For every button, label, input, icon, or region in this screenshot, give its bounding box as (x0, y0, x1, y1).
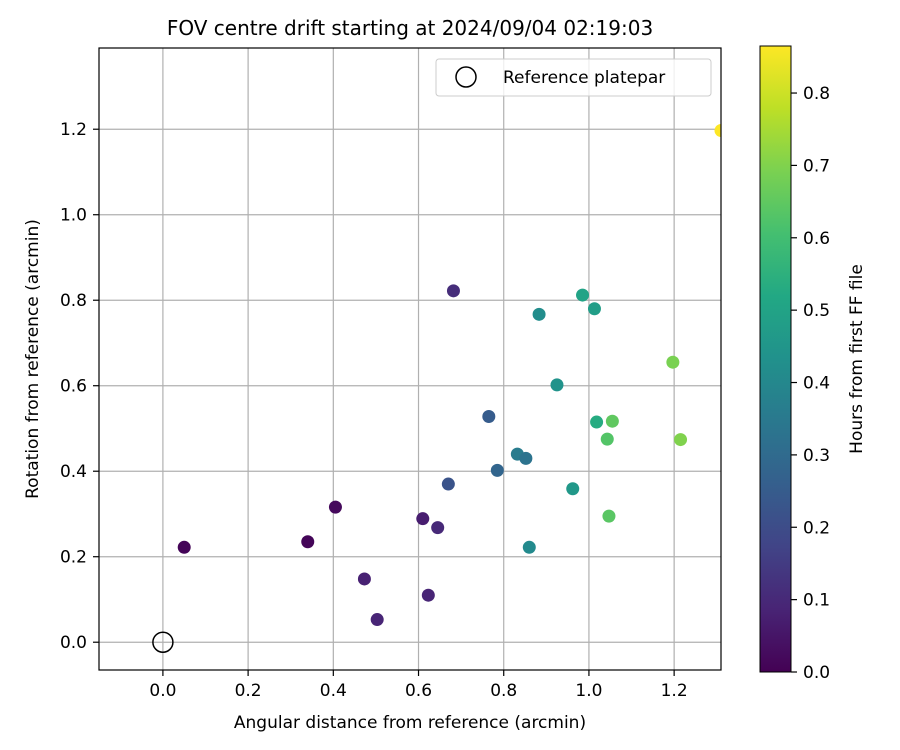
data-point (576, 288, 590, 302)
colorbar-tick-label: 0.0 (803, 663, 830, 683)
legend-box (435, 58, 712, 97)
colorbar-gradient (759, 45, 792, 673)
colorbar-tick-label: 0.4 (803, 374, 830, 394)
chart-title: FOV centre drift starting at 2024/09/04 … (167, 16, 653, 40)
legend-label: Reference platepar (503, 68, 665, 88)
colorbar-tick-label: 0.6 (803, 229, 830, 249)
y-tick-label: 0.8 (60, 291, 87, 311)
data-point (600, 432, 614, 446)
data-point (566, 482, 580, 496)
y-tick-label: 0.6 (60, 377, 87, 397)
x-tick-label: 1.0 (575, 681, 602, 701)
plot-frame (98, 47, 722, 671)
x-tick-label: 0.4 (320, 681, 347, 701)
data-point (482, 409, 496, 423)
reference-point (152, 631, 174, 653)
y-tick-label: 1.2 (60, 120, 87, 140)
data-point (605, 414, 619, 428)
colorbar: 0.0 0.1 0.2 0.3 0.4 0.5 0.6 0.7 0.8 Hours from f… (759, 45, 867, 683)
y-tick-label: 0.2 (60, 548, 87, 568)
data-point (666, 355, 680, 369)
x-tick-label: 0.8 (490, 681, 517, 701)
data-point (177, 540, 191, 554)
colorbar-tick-label: 0.1 (803, 591, 830, 611)
data-point (519, 451, 533, 465)
legend-marker (455, 66, 477, 88)
data-point (431, 521, 445, 535)
colorbar-tick-label: 0.7 (803, 156, 830, 176)
legend: Reference platepar (435, 58, 712, 97)
data-points (177, 124, 721, 627)
x-tick-label: 1.2 (661, 681, 688, 701)
data-point (522, 540, 536, 554)
y-tick-label: 1.0 (60, 206, 87, 226)
data-point (532, 307, 546, 321)
data-point (602, 509, 616, 523)
colorbar-tick-label: 0.8 (803, 84, 830, 104)
data-point (416, 512, 430, 526)
data-point (446, 284, 460, 298)
data-point (301, 535, 315, 549)
colorbar-ticks: 0.0 0.1 0.2 0.3 0.4 0.5 0.6 0.7 0.8 (791, 84, 830, 683)
data-point (357, 572, 371, 586)
data-point (328, 500, 342, 514)
grid-lines (99, 48, 721, 670)
x-tick-label: 0.0 (149, 681, 176, 701)
colorbar-label: Hours from first FF file (847, 264, 867, 454)
y-tick-label: 0.0 (60, 633, 87, 653)
data-point (674, 433, 688, 447)
data-point (490, 463, 504, 477)
y-axis-label: Rotation from reference (arcmin) (23, 219, 43, 499)
data-point (421, 588, 435, 602)
x-tick-label: 0.2 (235, 681, 262, 701)
colorbar-tick-label: 0.2 (803, 518, 830, 538)
data-point (441, 477, 455, 491)
y-axis-ticks: 0.0 0.2 0.4 0.6 0.8 1.0 1.2 (60, 120, 99, 653)
colorbar-tick-label: 0.3 (803, 446, 830, 466)
data-point (587, 302, 601, 316)
x-tick-label: 0.6 (405, 681, 432, 701)
y-tick-label: 0.4 (60, 462, 87, 482)
colorbar-tick-label: 0.5 (803, 301, 830, 321)
data-point (550, 378, 564, 392)
data-point (370, 613, 384, 627)
x-axis-ticks: 0.0 0.2 0.4 0.6 0.8 1.0 1.2 (149, 670, 688, 701)
x-axis-label: Angular distance from reference (arcmin) (234, 713, 586, 733)
data-point (590, 415, 604, 429)
data-point (714, 124, 721, 138)
